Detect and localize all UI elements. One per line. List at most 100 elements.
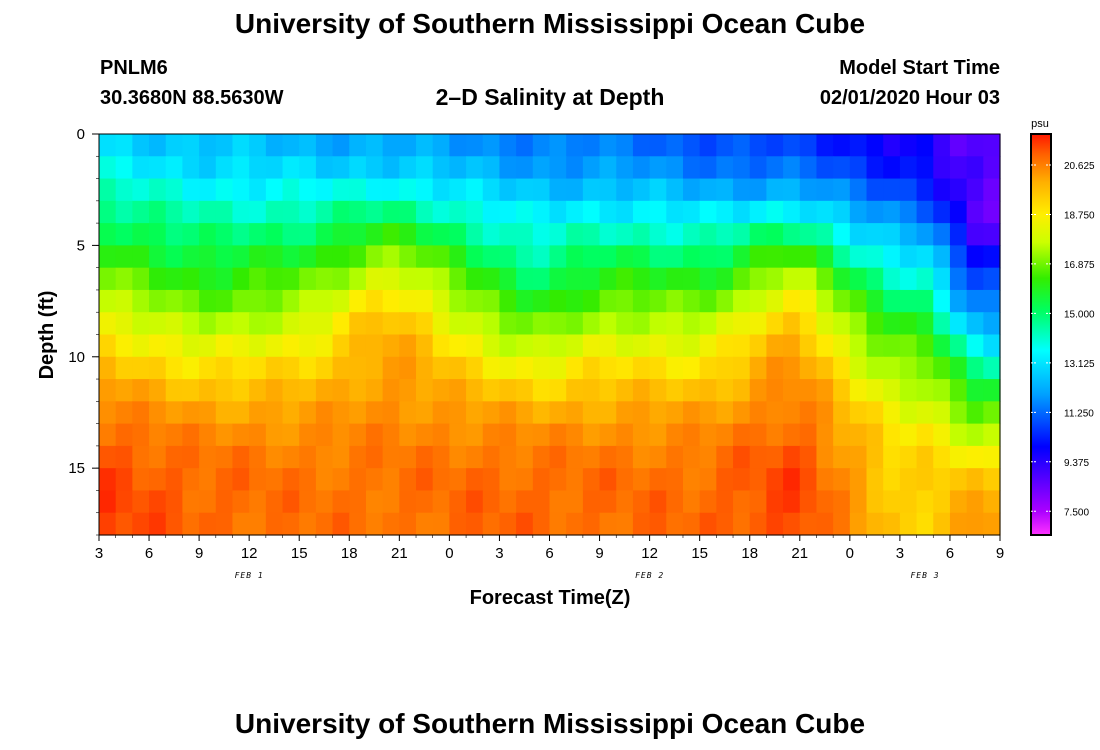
heatmap-cell xyxy=(899,401,918,425)
heatmap-cell xyxy=(749,156,768,180)
heatmap-cell xyxy=(349,379,367,402)
heatmap-cell xyxy=(299,289,317,313)
heatmap-cell xyxy=(699,490,717,514)
heatmap-cell xyxy=(866,490,884,514)
heatmap-cell xyxy=(499,356,517,380)
heatmap-cell xyxy=(466,267,484,291)
heatmap-cell xyxy=(933,223,951,246)
heatmap-cell xyxy=(99,245,117,269)
heatmap-cell xyxy=(182,334,200,358)
heatmap-cell xyxy=(499,423,517,447)
colorbar-tick-label: 16.875 xyxy=(1064,260,1095,271)
heatmap-cell xyxy=(899,334,918,358)
heatmap-cell xyxy=(516,401,534,425)
heatmap-cell xyxy=(382,200,400,224)
heatmap-cell xyxy=(866,312,884,336)
heatmap-cell xyxy=(883,223,901,246)
heatmap-cell xyxy=(949,267,968,291)
heatmap-cell xyxy=(249,289,267,313)
heatmap-cell xyxy=(916,223,934,246)
heatmap-cell xyxy=(866,445,884,469)
heatmap-cell xyxy=(816,334,834,358)
heatmap-cell xyxy=(399,468,417,492)
heatmap-cell xyxy=(933,289,951,313)
heatmap-cell xyxy=(232,200,250,224)
heatmap-cell xyxy=(482,512,501,536)
heatmap-cell xyxy=(649,289,667,313)
heatmap-cell xyxy=(282,512,300,536)
heatmap-cell xyxy=(115,334,133,358)
heatmap-cell xyxy=(516,490,534,514)
heatmap-cell xyxy=(733,401,751,425)
heatmap-cell xyxy=(299,356,317,380)
heatmap-cell xyxy=(149,423,167,447)
heatmap-cell xyxy=(849,468,868,492)
heatmap-cell xyxy=(733,445,751,469)
heatmap-cell xyxy=(833,334,851,358)
heatmap-cell xyxy=(716,178,734,202)
heatmap-cell xyxy=(716,379,734,402)
heatmap-cell xyxy=(666,223,684,246)
heatmap-cell xyxy=(165,223,184,246)
heatmap-cell xyxy=(349,267,367,291)
heatmap-cell xyxy=(399,178,417,202)
heatmap-cell xyxy=(666,512,684,536)
heatmap-cell xyxy=(149,490,167,514)
heatmap-cell xyxy=(616,334,634,358)
heatmap-cell xyxy=(416,267,434,291)
heatmap-cell xyxy=(983,490,1001,514)
heatmap-cell xyxy=(149,223,167,246)
heatmap-cell xyxy=(983,356,1001,380)
heatmap-cell xyxy=(282,178,300,202)
heatmap-cell xyxy=(115,289,133,313)
heatmap-cell xyxy=(916,267,934,291)
heatmap-cell xyxy=(315,289,334,313)
heatmap-cell xyxy=(182,134,200,157)
heatmap-cell xyxy=(749,289,768,313)
heatmap-cell xyxy=(749,356,768,380)
heatmap-cell xyxy=(232,401,250,425)
heatmap-cell xyxy=(716,445,734,469)
heatmap-cell xyxy=(282,134,300,157)
x-tick-label: 3 xyxy=(896,545,904,562)
heatmap-cell xyxy=(766,245,784,269)
heatmap-cell xyxy=(199,334,217,358)
heatmap-cell xyxy=(949,423,968,447)
heatmap-cell xyxy=(432,334,450,358)
heatmap-cell xyxy=(482,134,501,157)
heatmap-cell xyxy=(599,490,617,514)
heatmap-cell xyxy=(649,401,667,425)
heatmap-cell xyxy=(899,379,918,402)
heatmap-cell xyxy=(799,512,818,536)
heatmap-cell xyxy=(365,423,384,447)
heatmap-cell xyxy=(883,156,901,180)
heatmap-cell xyxy=(599,267,617,291)
heatmap-cell xyxy=(549,401,567,425)
colorbar-unit: psu xyxy=(1031,118,1049,130)
heatmap-cell xyxy=(983,156,1001,180)
heatmap-cell xyxy=(382,356,400,380)
heatmap-cell xyxy=(866,423,884,447)
day-label: FEB 2 xyxy=(635,571,664,580)
heatmap-cell xyxy=(199,512,217,536)
heatmap-cell xyxy=(582,134,601,157)
heatmap-cell xyxy=(666,401,684,425)
heatmap-cell xyxy=(349,423,367,447)
chart-subtitle: 2–D Salinity at Depth xyxy=(435,84,665,110)
heatmap-cell xyxy=(916,289,934,313)
heatmap-cell xyxy=(966,245,984,269)
heatmap-cell xyxy=(966,200,984,224)
heatmap-cell xyxy=(516,267,534,291)
heatmap-cell xyxy=(449,490,467,514)
heatmap-cell xyxy=(399,512,417,536)
heatmap-cell xyxy=(466,200,484,224)
heatmap-cell xyxy=(699,223,717,246)
heatmap-cell xyxy=(716,401,734,425)
heatmap-cell xyxy=(215,512,234,536)
heatmap-cell xyxy=(983,423,1001,447)
heatmap-cell xyxy=(332,490,350,514)
heatmap-cell xyxy=(866,178,884,202)
heatmap-cell xyxy=(582,401,601,425)
heatmap-cell xyxy=(766,134,784,157)
heatmap-cell xyxy=(849,490,868,514)
